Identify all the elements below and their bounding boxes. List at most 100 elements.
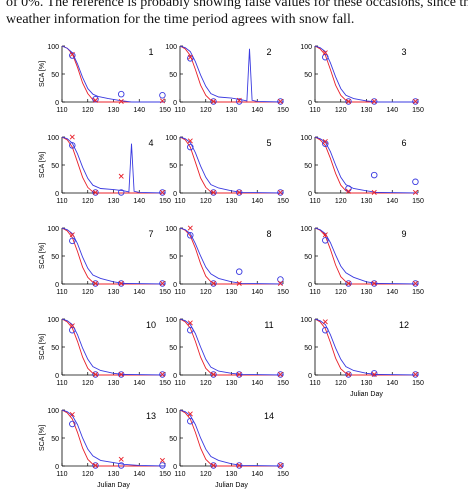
cross-stroke: [187, 54, 193, 60]
y-tick-label: 50: [304, 163, 312, 170]
x-tick-label: 130: [108, 198, 120, 205]
blue-series-line: [179, 227, 284, 285]
x-tick-label: 140: [251, 107, 263, 114]
circle-marker: [117, 371, 125, 378]
panel-number-label: 6: [401, 138, 406, 148]
circle-marker: [117, 462, 125, 469]
x-axis-title: Julian Day: [350, 391, 383, 398]
circle-marker: [412, 178, 419, 186]
x-tick-label: 130: [226, 380, 238, 387]
y-tick-label: 100: [300, 44, 312, 51]
red-series-line: [61, 409, 165, 467]
y-tick-label: 50: [304, 72, 312, 79]
cross-marker: [118, 98, 124, 104]
x-tick-label: 110: [174, 380, 185, 387]
cross-stroke: [277, 280, 283, 286]
y-tick-label: 0: [55, 373, 59, 380]
x-tick-label: 140: [386, 198, 398, 205]
circle-marker: [277, 371, 284, 378]
panel-number-label: 14: [264, 411, 274, 421]
cross-marker: [277, 98, 283, 104]
cross-marker: [159, 457, 165, 463]
header-text: of 0%. The reference is probably showing…: [6, 0, 468, 28]
cross-marker: [118, 173, 124, 179]
circle-marker: [159, 92, 166, 99]
circle-marker: [277, 189, 284, 196]
circle-marker: [322, 53, 329, 61]
cross-stroke: [277, 189, 283, 195]
y-tick-label: 100: [165, 408, 177, 415]
y-tick-label: 0: [55, 464, 59, 471]
panel-13: 0 50 100 110 120 130 140 150 SCA [%] Julian Day 13: [39, 408, 171, 489]
cross-marker: [187, 320, 193, 326]
x-tick-label: 110: [309, 380, 320, 387]
circle-marker: [159, 462, 166, 469]
circle-marker: [412, 371, 419, 378]
circle-marker: [187, 143, 194, 151]
y-axis-title: SCA [%]: [39, 61, 46, 87]
x-tick-label: 140: [251, 198, 263, 205]
y-tick-label: 50: [169, 163, 177, 170]
cross-stroke: [236, 97, 242, 103]
x-tick-label: 150: [159, 107, 171, 114]
panel-12: 0 50 100 110 120 130 140 150 Julian Day 12: [300, 317, 424, 398]
cross-stroke: [345, 98, 351, 104]
cross-stroke: [210, 371, 216, 377]
cross-marker: [92, 462, 98, 468]
y-tick-label: 50: [51, 72, 59, 79]
circle-marker: [345, 185, 352, 192]
cross-marker: [371, 189, 377, 195]
cross-stroke: [236, 371, 242, 377]
red-series-line: [314, 318, 418, 376]
cross-stroke: [210, 280, 216, 286]
x-tick-label: 120: [335, 380, 347, 387]
circle-marker: [117, 189, 125, 196]
cross-stroke: [322, 232, 328, 238]
circle-marker: [210, 98, 217, 105]
x-tick-label: 130: [361, 198, 373, 205]
circle-marker: [370, 280, 378, 287]
cross-marker: [92, 189, 98, 195]
cross-stroke: [371, 371, 377, 377]
cross-marker: [345, 98, 351, 104]
text-line-1: of 0%. The reference is probably showing…: [6, 0, 468, 10]
x-tick-label: 110: [309, 289, 320, 296]
x-tick-label: 120: [200, 198, 212, 205]
x-tick-label: 140: [386, 380, 398, 387]
cross-marker: [277, 280, 283, 286]
panel-number-label: 11: [264, 320, 273, 330]
panel-number-label: 1: [148, 47, 153, 57]
panel-1: 0 50 100 110 120 130 140 150 SCA [%] 1: [39, 44, 171, 114]
circle-marker: [277, 276, 284, 283]
cross-stroke: [236, 280, 242, 286]
cross-stroke: [92, 462, 98, 468]
cross-stroke: [187, 320, 193, 326]
cross-marker: [69, 232, 75, 238]
cross-stroke: [118, 280, 124, 286]
red-series-line: [179, 45, 283, 103]
x-tick-label: 130: [108, 380, 120, 387]
circle-marker: [210, 189, 217, 196]
y-tick-label: 0: [173, 282, 177, 289]
cross-stroke: [412, 371, 418, 377]
cross-stroke: [371, 280, 377, 286]
red-series-line: [179, 318, 283, 376]
x-axis-title: Julian Day: [215, 482, 248, 489]
circle-marker: [322, 326, 329, 334]
circle-marker: [412, 280, 419, 287]
x-tick-label: 110: [56, 107, 67, 114]
y-tick-label: 50: [169, 436, 177, 443]
x-tick-label: 150: [277, 289, 289, 296]
panel-number-label: 3: [401, 47, 406, 57]
panel-number-label: 4: [148, 138, 153, 148]
x-tick-label: 110: [174, 198, 185, 205]
cross-marker: [236, 97, 242, 103]
cross-marker: [345, 280, 351, 286]
circle-marker: [235, 98, 243, 105]
y-tick-label: 0: [55, 282, 59, 289]
y-tick-label: 100: [165, 135, 177, 142]
x-tick-label: 150: [412, 198, 424, 205]
y-axis-title: SCA [%]: [39, 243, 46, 269]
y-tick-label: 0: [55, 191, 59, 198]
